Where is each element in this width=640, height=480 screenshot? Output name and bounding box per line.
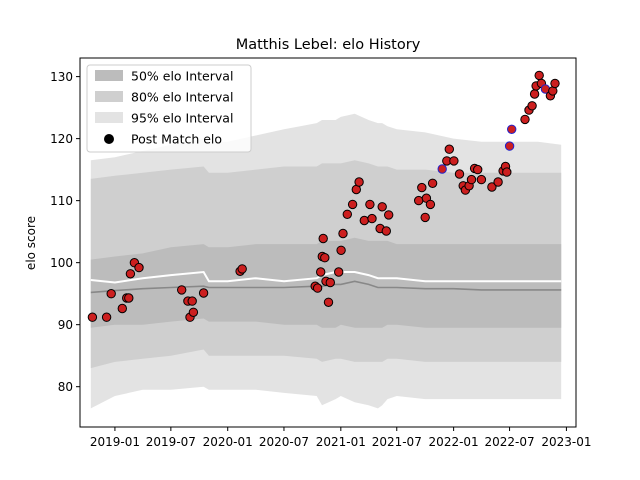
post-match-point-54 xyxy=(466,174,477,185)
post-match-point-12 xyxy=(187,296,197,306)
chart-title: Matthis Lebel: elo History xyxy=(236,37,421,53)
axes-frame xyxy=(79,57,577,428)
post-match-point-21 xyxy=(318,233,328,244)
post-match-point-39 xyxy=(384,210,394,220)
y-tick-label-1: 90 xyxy=(58,318,73,332)
post-match-point-24 xyxy=(323,297,334,307)
post-match-point-3 xyxy=(117,303,128,314)
x-axis: 2019-01 2019-07 2020-01 2020-07 2021-01 2021-… xyxy=(90,427,591,449)
y-tick-label-5: 130 xyxy=(50,70,73,84)
post-match-point-14 xyxy=(198,288,209,298)
post-match-point-62 xyxy=(502,167,512,177)
post-match-point-0 xyxy=(87,312,98,322)
x-tick-label-5: 2021-07 xyxy=(372,435,422,449)
post-match-point-50 xyxy=(454,169,465,179)
legend-swatch-1 xyxy=(95,91,123,102)
post-match-point-1 xyxy=(101,312,112,322)
post-match-point-16 xyxy=(237,264,247,274)
post-match-point-29 xyxy=(342,209,352,220)
x-tick-label-4: 2021-01 xyxy=(316,435,366,449)
post-match-point-2 xyxy=(106,289,116,299)
post-match-point-13 xyxy=(188,307,199,317)
post-match-point-32 xyxy=(354,177,364,187)
post-match-point-19 xyxy=(316,267,326,277)
post-match-point-42 xyxy=(420,212,430,223)
post-match-point-46 xyxy=(437,164,447,174)
legend: 50% elo Interval 80% elo Interval 95% elo … xyxy=(86,64,252,153)
post-match-point-45 xyxy=(427,178,438,189)
post-match-point-38 xyxy=(381,226,391,236)
post-match-point-75 xyxy=(550,78,560,89)
post-match-point-70 xyxy=(534,70,544,81)
y-tick-label-2: 100 xyxy=(50,256,73,270)
post-match-point-49 xyxy=(449,156,459,166)
y-axis: 80 90 100 110 120 130 xyxy=(50,70,80,394)
post-match-point-65 xyxy=(520,114,530,125)
post-match-point-44 xyxy=(425,199,436,210)
x-tick-label-2: 2020-01 xyxy=(203,435,253,449)
plot-area xyxy=(87,70,562,409)
post-match-point-18 xyxy=(312,283,323,293)
post-match-point-40 xyxy=(414,195,424,206)
post-match-point-8 xyxy=(134,262,144,273)
post-match-point-34 xyxy=(365,199,375,210)
y-tick-label-3: 110 xyxy=(50,194,73,208)
legend-swatch-0 xyxy=(95,70,123,81)
post-match-point-33 xyxy=(359,215,369,226)
legend-label-2: 95% elo Interval xyxy=(131,111,233,126)
x-tick-label-1: 2019-07 xyxy=(146,435,196,449)
post-match-point-22 xyxy=(320,253,330,263)
post-match-point-57 xyxy=(476,174,487,185)
legend-label-1: 80% elo Interval xyxy=(131,90,233,105)
x-tick-label-6: 2022-01 xyxy=(429,435,479,449)
x-tick-label-3: 2020-07 xyxy=(259,435,309,449)
x-tick-label-8: 2023-01 xyxy=(541,435,591,449)
post-match-point-26 xyxy=(334,267,344,277)
post-match-point-41 xyxy=(417,182,427,193)
post-match-point-6 xyxy=(125,269,136,279)
median-elo-line xyxy=(90,280,562,294)
legend-label-0: 50% elo Interval xyxy=(131,69,233,84)
post-match-point-48 xyxy=(444,144,454,154)
post-match-point-30 xyxy=(347,199,358,210)
post-match-point-25 xyxy=(325,277,335,288)
legend-marker-3 xyxy=(104,134,114,144)
post-match-point-64 xyxy=(507,124,517,135)
post-match-point-35 xyxy=(367,213,377,224)
post-match-point-9 xyxy=(177,285,187,295)
legend-label-3: Post Match elo xyxy=(131,132,222,147)
legend-box xyxy=(86,64,252,153)
post-match-point-56 xyxy=(473,164,483,175)
post-match-point-59 xyxy=(493,177,503,187)
post-match-point-67 xyxy=(527,101,537,111)
post-match-point-58 xyxy=(487,182,497,192)
post-match-point-68 xyxy=(529,89,540,99)
post-match-point-28 xyxy=(338,228,348,239)
post-match-point-37 xyxy=(377,202,387,212)
y-axis-label: elo score xyxy=(24,216,38,270)
post-match-point-63 xyxy=(504,141,515,151)
post-match-point-5 xyxy=(124,293,134,303)
x-tick-label-0: 2019-01 xyxy=(90,435,140,449)
y-tick-label-0: 80 xyxy=(58,380,73,394)
legend-swatch-2 xyxy=(95,112,123,123)
y-tick-label-4: 120 xyxy=(50,132,73,146)
x-tick-label-7: 2022-07 xyxy=(484,435,534,449)
post-match-point-27 xyxy=(336,245,346,256)
post-match-points xyxy=(87,70,560,322)
